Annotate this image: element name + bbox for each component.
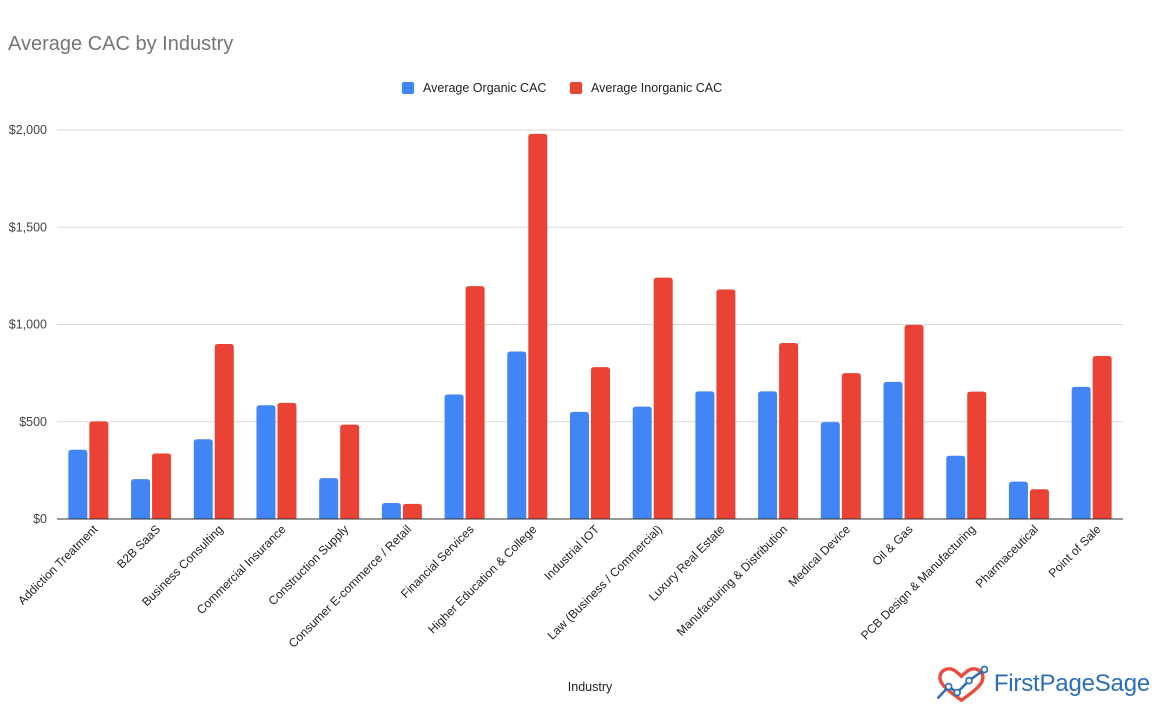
bar-organic[interactable] <box>319 478 339 519</box>
bar-inorganic[interactable] <box>904 324 924 519</box>
y-tick-label: $1,000 <box>9 318 47 332</box>
y-tick-label: $500 <box>19 415 47 429</box>
x-tick-label: Law (Business / Commercial) <box>545 522 665 642</box>
bar-organic[interactable] <box>820 422 840 519</box>
brand-logo-text: FirstPageSage <box>993 670 1150 697</box>
legend: Average Organic CAC Average Inorganic CA… <box>0 81 1159 101</box>
bars <box>68 133 1112 519</box>
bar-inorganic[interactable] <box>967 391 987 519</box>
bar-inorganic[interactable] <box>402 503 422 519</box>
bar-organic[interactable] <box>1008 481 1028 519</box>
bar-inorganic[interactable] <box>779 342 799 519</box>
x-tick-label: Addiction Treatment <box>15 522 101 608</box>
y-tick-label: $0 <box>33 512 47 526</box>
bar-inorganic[interactable] <box>277 402 297 519</box>
bar-inorganic[interactable] <box>716 289 736 519</box>
bar-inorganic[interactable] <box>89 421 109 519</box>
bar-organic[interactable] <box>68 449 88 519</box>
bar-organic[interactable] <box>1071 386 1091 519</box>
bar-organic[interactable] <box>256 405 276 519</box>
bar-inorganic[interactable] <box>841 373 861 519</box>
bar-inorganic[interactable] <box>340 424 360 519</box>
y-tick-label: $2,000 <box>9 123 47 137</box>
bar-inorganic[interactable] <box>214 343 234 519</box>
bar-organic[interactable] <box>632 406 652 519</box>
chart-title: Average CAC by Industry <box>8 33 234 55</box>
bar-organic[interactable] <box>946 455 966 519</box>
x-tick-label: B2B SaaS <box>114 522 163 571</box>
legend-label-inorganic: Average Inorganic CAC <box>591 81 723 95</box>
bar-inorganic[interactable] <box>152 453 172 519</box>
legend-item-inorganic[interactable]: Average Inorganic CAC <box>570 81 722 95</box>
bar-organic[interactable] <box>381 503 401 519</box>
bar-organic[interactable] <box>883 381 903 519</box>
brand-logo: FirstPageSage <box>935 659 1150 709</box>
legend-swatch-organic <box>402 82 414 94</box>
bar-organic[interactable] <box>444 394 464 519</box>
x-tick-label: Pharmaceutical <box>973 522 1041 590</box>
bar-inorganic[interactable] <box>465 286 485 519</box>
x-tick-label: Higher Education & College <box>425 522 539 636</box>
bar-inorganic[interactable] <box>1092 356 1112 519</box>
bar-organic[interactable] <box>193 439 213 519</box>
gridlines <box>57 129 1123 423</box>
bar-inorganic[interactable] <box>1029 489 1049 519</box>
bar-organic[interactable] <box>570 411 589 519</box>
x-tick-label: Point of Sale <box>1046 522 1104 580</box>
x-tick-label: Consumer E-commerce / Retail <box>286 522 414 650</box>
legend-swatch-inorganic <box>570 82 582 94</box>
bar-organic[interactable] <box>758 391 778 519</box>
x-tick-label: Oil & Gas <box>869 522 915 568</box>
x-axis-title: Industry <box>568 680 613 694</box>
legend-label-organic: Average Organic CAC <box>423 81 547 95</box>
bar-organic[interactable] <box>131 479 151 519</box>
bar-organic[interactable] <box>695 391 715 519</box>
heart-chart-icon <box>936 665 988 703</box>
bar-inorganic[interactable] <box>528 133 548 519</box>
y-tick-label: $1,500 <box>9 220 47 234</box>
bar-organic[interactable] <box>507 351 527 519</box>
legend-item-organic[interactable]: Average Organic CAC <box>402 81 546 95</box>
bar-inorganic[interactable] <box>591 367 610 519</box>
y-axis-ticks: $0 $500 $1,000 $1,500 $2,000 <box>9 123 47 526</box>
x-tick-label: PCB Design & Manufacturing <box>858 522 978 642</box>
x-tick-label: Industrial IOT <box>541 522 602 583</box>
x-tick-label: Medical Device <box>786 522 854 590</box>
x-tick-label: Manufacturing & Distribution <box>674 522 790 638</box>
bar-inorganic[interactable] <box>653 277 673 519</box>
